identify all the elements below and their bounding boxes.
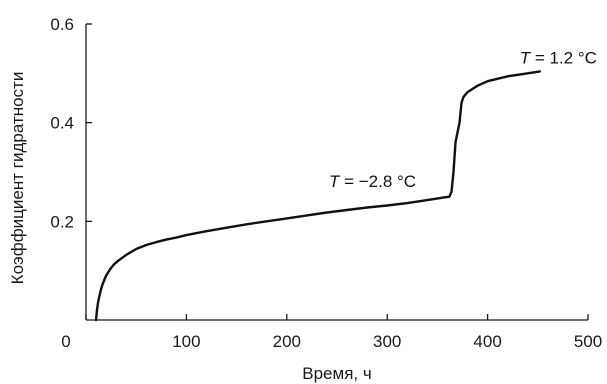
x-tick-label: 500 <box>574 332 602 351</box>
series-group <box>94 70 541 322</box>
annotation-value: = 1.2 °C <box>530 48 597 67</box>
x-ticks: 0 100 200 300 400 500 <box>61 314 602 351</box>
temperature-annotation: T = 1.2 °C <box>520 48 597 67</box>
x-tick-label: 100 <box>172 332 200 351</box>
y-axis-label: Коэффициент гидратности <box>8 72 27 285</box>
y-tick-label: 0.4 <box>50 114 74 133</box>
x-axis-label: Время, ч <box>302 364 371 383</box>
series-line <box>94 70 541 322</box>
x-tick-label: 300 <box>373 332 401 351</box>
axes <box>85 24 588 321</box>
y-tick-label: 0.2 <box>50 212 74 231</box>
annotations: T = −2.8 °CT = 1.2 °C <box>329 48 597 190</box>
annotation-value: = −2.8 °C <box>339 172 416 191</box>
annotation-variable: T <box>520 48 532 67</box>
temperature-annotation: T = −2.8 °C <box>329 172 416 191</box>
y-tick-label: 0.6 <box>50 15 74 34</box>
annotation-variable: T <box>329 172 341 191</box>
x-tick-label: 0 <box>61 332 70 351</box>
x-tick-label: 200 <box>273 332 301 351</box>
x-tick-label: 400 <box>473 332 501 351</box>
y-ticks: 0.2 0.4 0.6 <box>50 15 92 231</box>
